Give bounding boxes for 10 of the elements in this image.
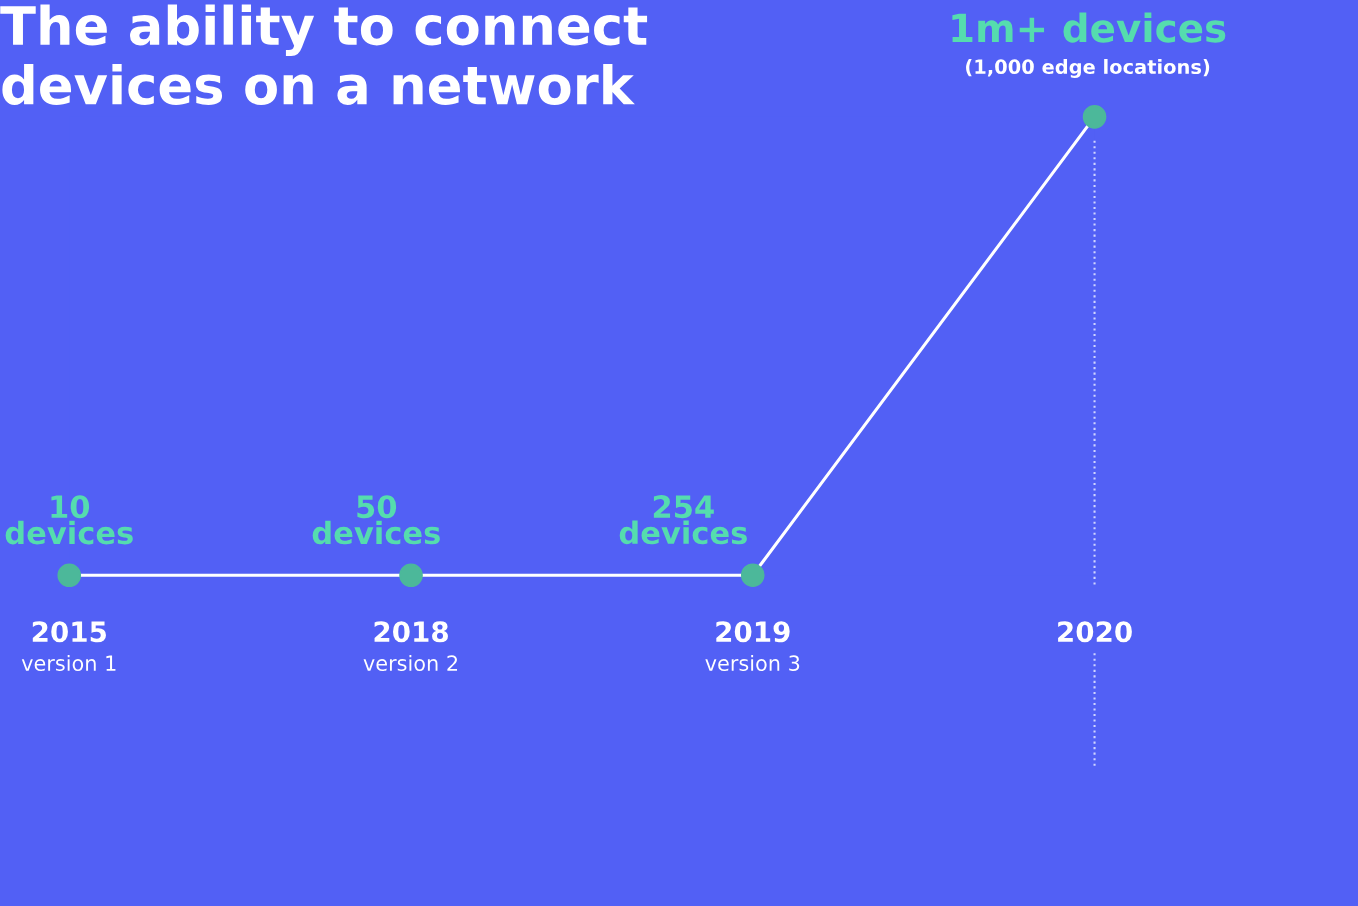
data-label: 1m+ devices bbox=[952, 12, 1226, 43]
chart-title: The ability to connect devices on a network bbox=[0, 4, 648, 105]
x-tick-label: 2020 bbox=[1058, 621, 1132, 643]
data-label: 50 devices bbox=[312, 495, 440, 545]
x-tick-label: 2018 version 2 bbox=[363, 621, 458, 672]
x-tick-label: 2019 version 3 bbox=[705, 621, 800, 672]
x-tick-label: 2015 version 1 bbox=[21, 621, 116, 672]
annotation: (1,000 edge locations) bbox=[966, 59, 1210, 78]
data-label: 10 devices bbox=[5, 495, 133, 545]
data-label: 254 devices bbox=[619, 495, 747, 545]
